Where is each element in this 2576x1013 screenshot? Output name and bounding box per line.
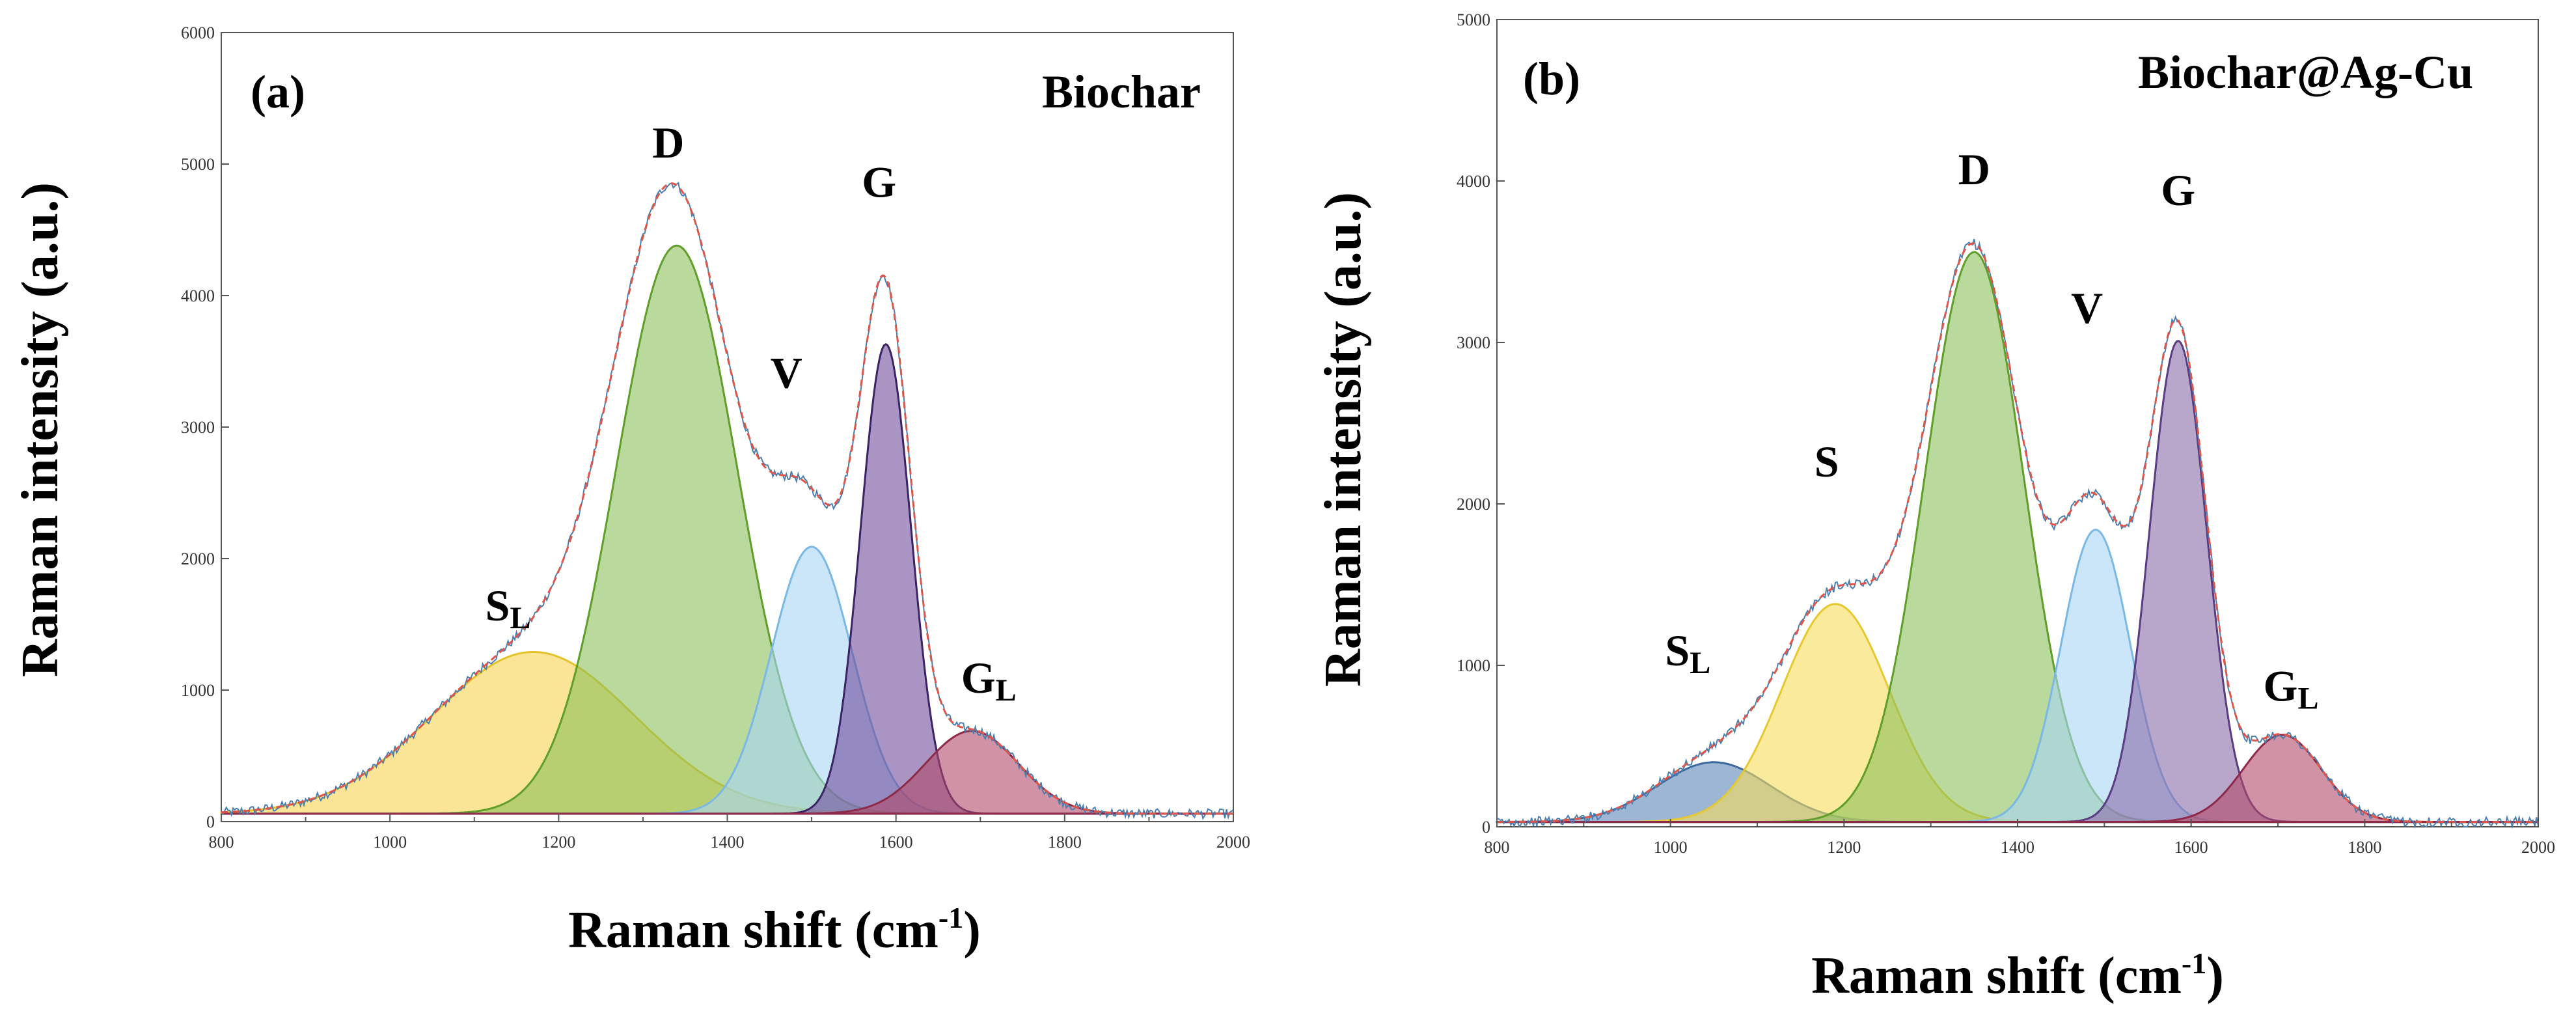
y-tick-label: 3000 (1457, 333, 1490, 352)
peak-label-g: G (862, 158, 896, 207)
peak-label-g: G (2161, 165, 2195, 215)
x-tick-label: 800 (209, 833, 234, 852)
panel-a-ylabel: Raman intensity (a.u.) (12, 182, 69, 677)
peak-label-main: G (961, 653, 996, 702)
panel-a-xlabel: Raman shift (cm-1) (568, 901, 981, 959)
y-tick-label: 5000 (1457, 10, 1490, 29)
y-tick-label: 4000 (181, 286, 215, 305)
peak-label-d: D (1958, 145, 1990, 194)
peak-label-main: G (2264, 661, 2298, 711)
x-tick-label: 1800 (2348, 838, 2381, 857)
peak-label-sub: L (2297, 682, 2318, 716)
y-tick-label: 6000 (181, 23, 215, 42)
peak-label-main: S (1815, 437, 1839, 486)
peak-label-main: D (652, 118, 684, 167)
x-tick-label: 1600 (2174, 838, 2208, 857)
panel-a-fit (221, 182, 1234, 820)
x-tick-label: 1000 (1654, 838, 1688, 857)
peak-label-sl: SL (1665, 626, 1710, 680)
panel-b-label: (b) (1523, 53, 1580, 105)
peak-label-d: D (652, 118, 684, 167)
cumulative-fit (1497, 242, 2538, 824)
peak-label-sub: L (996, 673, 1017, 708)
y-tick-label: 2000 (181, 549, 215, 568)
y-tick-label: 1000 (181, 681, 215, 700)
panel-a-biochar: 800 1000 1200 1400 1600 1800 2000 0 1000 2000 3000… (12, 23, 1250, 959)
panel-b-title: Biochar@Ag-Cu (2138, 46, 2473, 98)
peak-label-main: V (2071, 283, 2103, 333)
peak-label-main: S (486, 581, 510, 630)
x-tick-label: 1200 (541, 833, 575, 852)
y-tick-label: 5000 (181, 155, 215, 174)
panel-b-biochar-ag-cu: 800 1000 1200 1400 1600 1800 2000 0 1000 2000 3000… (1315, 10, 2555, 1005)
panel-b-peaks (1496, 251, 2538, 824)
y-tick-label: 0 (1482, 818, 1490, 837)
x-tick-label: 800 (1485, 838, 1510, 857)
x-tick-label: 1400 (711, 833, 745, 852)
panel-b-ticks: 800 1000 1200 1400 1600 1800 2000 0 1000 2000 3000… (1457, 10, 2555, 857)
peak-label-s: S (1815, 437, 1839, 486)
peak-label-sub: L (510, 601, 530, 635)
x-tick-label: 1800 (1048, 833, 1082, 852)
peak-label-gl: GL (961, 653, 1017, 708)
panel-b-ylabel: Raman intensity (a.u.) (1315, 192, 1372, 687)
panel-a-label: (a) (251, 66, 305, 118)
peak-label-main: S (1665, 626, 1690, 675)
panel-b-fit (1496, 238, 2539, 829)
y-tick-label: 3000 (181, 418, 215, 437)
peak-label-sl: SL (486, 581, 531, 635)
peak-label-sub: L (1690, 646, 1710, 680)
panel-a-ticks: 800 1000 1200 1400 1600 1800 2000 0 1000 2000 3000… (181, 23, 1250, 852)
peak-d (1497, 251, 2538, 824)
peak-label-v: V (771, 348, 802, 397)
peak-label-main: V (771, 348, 802, 397)
peak-label-main: G (862, 158, 896, 207)
y-tick-label: 0 (206, 812, 215, 831)
peak-label-main: G (2161, 165, 2195, 215)
x-tick-label: 2000 (2521, 838, 2555, 857)
peak-label-v: V (2071, 283, 2103, 333)
panel-b-xlabel: Raman shift (cm-1) (1811, 947, 2224, 1005)
cumulative-fit (221, 182, 1233, 815)
x-tick-label: 1600 (879, 833, 913, 852)
peak-label-gl: GL (2264, 661, 2319, 716)
peak-label-main: D (1958, 145, 1990, 194)
panel-a-peaks (220, 244, 1233, 815)
y-tick-label: 2000 (1457, 495, 1490, 514)
x-tick-label: 1400 (2001, 838, 2035, 857)
y-tick-label: 4000 (1457, 172, 1490, 191)
x-tick-label: 2000 (1216, 833, 1250, 852)
x-tick-label: 1200 (1827, 838, 1861, 857)
x-tick-label: 1000 (373, 833, 407, 852)
panel-a-title: Biochar (1042, 66, 1201, 118)
peak-d (221, 244, 1233, 815)
y-tick-label: 1000 (1457, 656, 1490, 675)
